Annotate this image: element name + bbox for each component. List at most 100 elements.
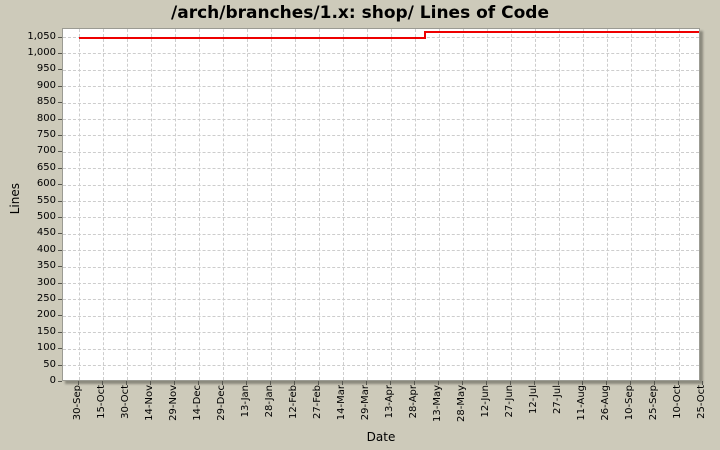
y-tick-mark (58, 282, 62, 284)
v-gridline (126, 29, 128, 380)
v-gridline (558, 29, 560, 380)
v-gridline (174, 29, 176, 380)
x-tick-mark (414, 381, 415, 385)
v-gridline (342, 29, 344, 380)
x-tick-mark (558, 381, 559, 385)
x-tick-label: 29-Dec (216, 385, 227, 421)
h-gridline (63, 135, 699, 137)
h-gridline (63, 348, 699, 350)
v-gridline (414, 29, 416, 380)
y-tick-mark (58, 36, 62, 38)
h-gridline (63, 283, 699, 285)
v-gridline (462, 29, 464, 380)
y-tick-mark (58, 85, 62, 87)
series-line-segment (79, 36, 425, 39)
x-tick-mark (630, 381, 631, 385)
x-tick-label: 30-Oct (120, 385, 131, 419)
y-tick-mark (58, 315, 62, 317)
x-tick-mark (102, 381, 103, 385)
x-tick-mark (294, 381, 295, 385)
x-tick-label: 27-Feb (312, 385, 323, 420)
v-gridline (582, 29, 584, 380)
x-tick-mark (606, 381, 607, 385)
v-gridline (270, 29, 272, 380)
h-gridline (63, 201, 699, 203)
x-tick-mark (462, 381, 463, 385)
x-tick-label: 27-Jul (552, 385, 563, 414)
y-tick-mark (58, 184, 62, 186)
plot-area (62, 28, 700, 381)
v-gridline (246, 29, 248, 380)
x-tick-mark (534, 381, 535, 385)
y-tick-mark (58, 118, 62, 120)
v-gridline (222, 29, 224, 380)
x-tick-mark (174, 381, 175, 385)
y-tick-mark (58, 298, 62, 300)
v-gridline (606, 29, 608, 380)
x-tick-label: 28-May (456, 385, 467, 423)
y-tick-label: 1,000 (27, 46, 56, 58)
series-line-segment (424, 30, 699, 33)
v-gridline (102, 29, 104, 380)
h-gridline (63, 299, 699, 301)
y-tick-mark (58, 167, 62, 169)
x-tick-label: 27-Jun (504, 385, 515, 418)
y-tick-mark (58, 69, 62, 71)
h-gridline (63, 233, 699, 235)
v-gridline (486, 29, 488, 380)
x-tick-mark (342, 381, 343, 385)
h-gridline (63, 53, 699, 55)
x-tick-mark (582, 381, 583, 385)
h-gridline (63, 69, 699, 71)
x-tick-mark (222, 381, 223, 385)
y-tick-mark (58, 151, 62, 153)
x-tick-label: 14-Nov (144, 385, 155, 421)
h-gridline (63, 315, 699, 317)
x-tick-label: 13-May (432, 385, 443, 423)
y-tick-label: 200 (36, 309, 56, 321)
y-tick-mark (58, 249, 62, 251)
y-tick-mark (58, 331, 62, 333)
chart-title: /arch/branches/1.x: shop/ Lines of Code (171, 3, 549, 23)
v-gridline (78, 29, 80, 380)
x-tick-mark (318, 381, 319, 385)
v-gridline (510, 29, 512, 380)
h-gridline (63, 250, 699, 252)
x-tick-mark (150, 381, 151, 385)
x-tick-label: 12-Jul (528, 385, 539, 414)
h-gridline (63, 102, 699, 104)
y-tick-label: 150 (36, 325, 56, 337)
x-tick-label: 28-Jan (264, 385, 275, 418)
y-tick-mark (58, 52, 62, 54)
h-gridline (63, 217, 699, 219)
y-tick-label: 800 (36, 112, 56, 124)
h-gridline (63, 151, 699, 153)
y-tick-mark (58, 200, 62, 202)
series-line-segment (423, 30, 426, 39)
v-gridline (198, 29, 200, 380)
x-tick-mark (654, 381, 655, 385)
y-tick-mark (58, 381, 62, 382)
y-tick-label: 750 (36, 128, 56, 140)
h-gridline (63, 184, 699, 186)
y-tick-label: 100 (36, 342, 56, 354)
y-tick-mark (58, 134, 62, 136)
x-tick-label: 15-Oct (96, 385, 107, 419)
y-tick-label: 0 (49, 375, 56, 386)
y-tick-mark (58, 102, 62, 104)
x-tick-label: 26-Aug (600, 385, 611, 421)
h-gridline (63, 266, 699, 268)
v-gridline (534, 29, 536, 380)
x-tick-label: 11-Aug (576, 385, 587, 421)
x-tick-label: 25-Oct (696, 385, 707, 419)
x-tick-label: 12-Feb (288, 385, 299, 420)
v-gridline (294, 29, 296, 380)
y-tick-label: 600 (36, 178, 56, 190)
x-tick-label: 30-Sep (72, 385, 83, 421)
y-tick-label: 400 (36, 243, 56, 255)
y-tick-label: 450 (36, 227, 56, 239)
x-tick-label: 25-Sep (648, 385, 659, 421)
v-gridline (630, 29, 632, 380)
x-tick-mark (438, 381, 439, 385)
y-tick-label: 1,050 (27, 30, 56, 42)
